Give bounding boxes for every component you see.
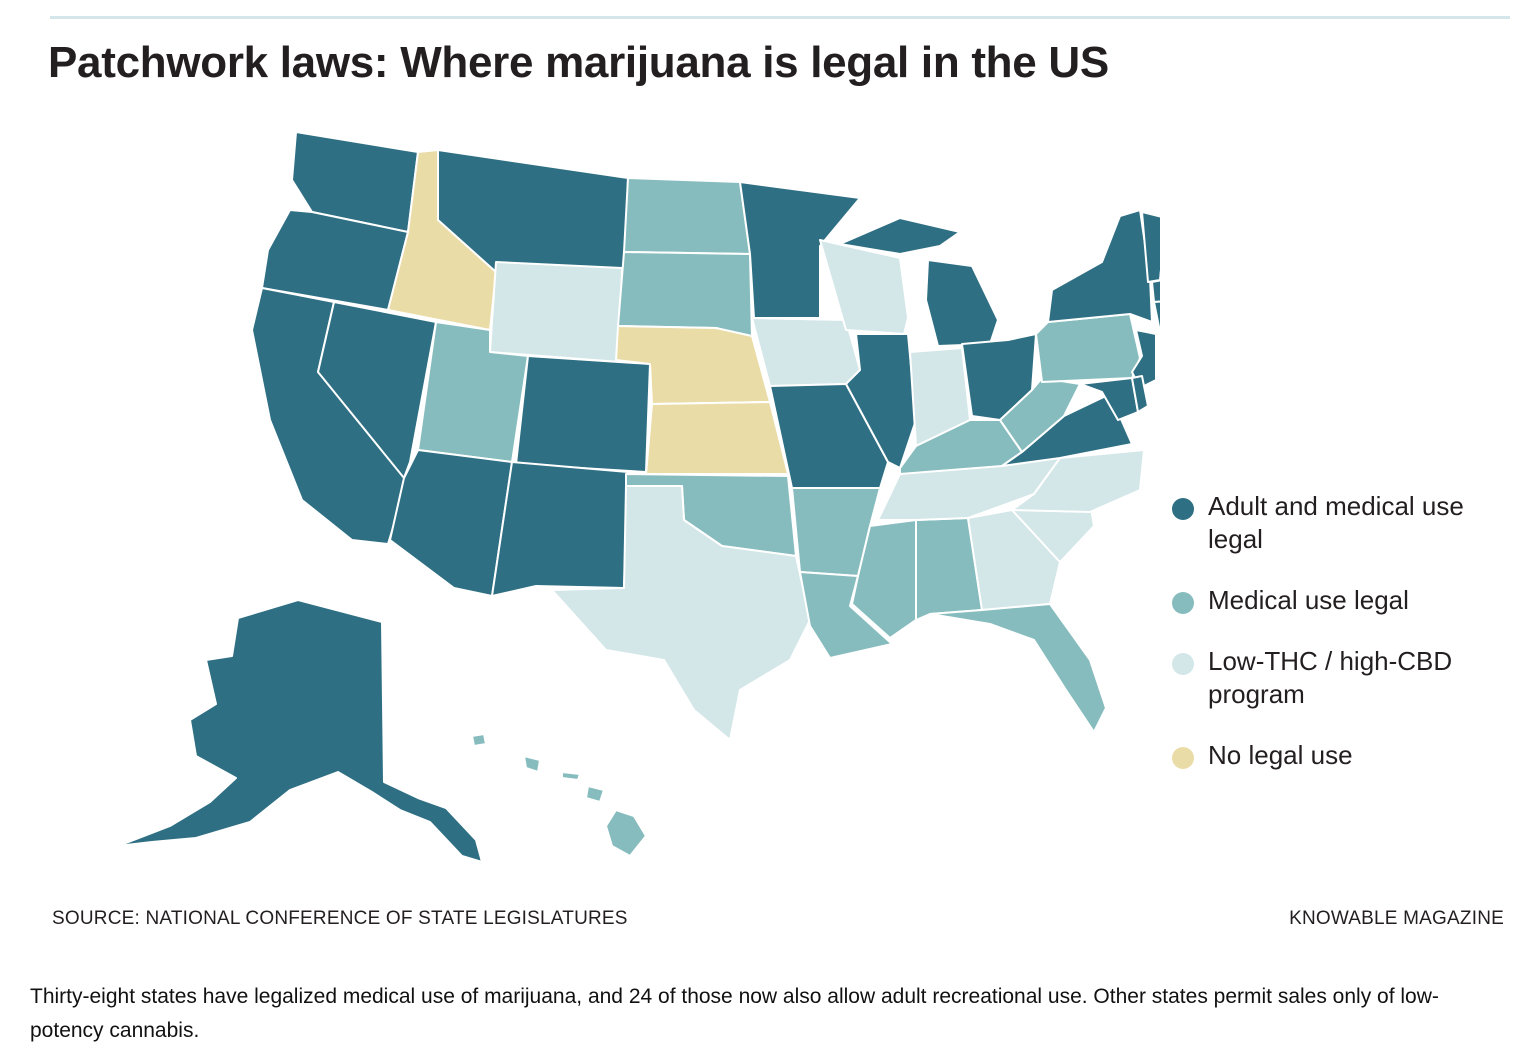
credit-note: KNOWABLE MAGAZINE	[1289, 908, 1504, 929]
legend-label-adult: Adult and medical use legal	[1208, 491, 1464, 554]
legend-swatch-medical	[1172, 592, 1194, 614]
state-pennsylvania	[1035, 313, 1141, 383]
legend-label-none: No legal use	[1208, 740, 1353, 770]
state-hawaii-kauai	[471, 733, 487, 747]
state-vermont	[1141, 211, 1160, 283]
state-iowa	[751, 317, 861, 387]
legend-item-lowthc: Low-THC / high-CBD program	[1172, 645, 1512, 711]
state-wisconsin	[819, 239, 909, 335]
state-wyoming	[489, 261, 623, 363]
state-massachusetts	[1151, 279, 1160, 303]
map-title: Patchwork laws: Where marijuana is legal…	[48, 38, 1109, 87]
state-georgia	[967, 509, 1061, 611]
state-michigan-upper	[839, 217, 961, 255]
state-illinois	[845, 333, 917, 469]
state-arizona	[389, 449, 513, 597]
state-texas	[551, 485, 811, 741]
state-minnesota	[739, 181, 861, 319]
state-hawaii-oahu	[523, 755, 541, 773]
legend-label-lowthc: Low-THC / high-CBD program	[1208, 646, 1453, 709]
legend-item-adult: Adult and medical use legal	[1172, 490, 1512, 556]
state-kansas	[645, 401, 789, 475]
state-new-york	[1047, 209, 1153, 323]
legend-swatch-lowthc	[1172, 653, 1194, 675]
legend-item-medical: Medical use legal	[1172, 584, 1512, 617]
legend: Adult and medical use legal Medical use …	[1172, 490, 1512, 800]
top-rule	[50, 16, 1510, 19]
state-new-mexico	[491, 461, 629, 597]
state-florida	[929, 603, 1107, 733]
state-hawaii-big-island	[605, 809, 647, 857]
legend-item-none: No legal use	[1172, 739, 1512, 772]
state-hawaii-molokai	[561, 771, 581, 781]
state-missouri	[769, 383, 889, 489]
state-connecticut	[1153, 300, 1160, 333]
state-maryland	[1079, 377, 1139, 421]
state-hawaii-maui	[585, 785, 605, 803]
state-michigan	[925, 259, 999, 347]
state-north-dakota	[623, 177, 751, 255]
state-south-dakota	[617, 251, 753, 339]
state-alaska	[117, 599, 483, 863]
us-map	[117, 131, 1160, 863]
legend-label-medical: Medical use legal	[1208, 585, 1409, 615]
caption: Thirty-eight states have legalized medic…	[30, 985, 1439, 1042]
source-note: SOURCE: NATIONAL CONFERENCE OF STATE LEG…	[52, 908, 628, 929]
legend-swatch-none	[1172, 747, 1194, 769]
state-colorado	[515, 355, 651, 473]
state-delaware	[1131, 375, 1149, 413]
legend-swatch-adult	[1172, 498, 1194, 520]
